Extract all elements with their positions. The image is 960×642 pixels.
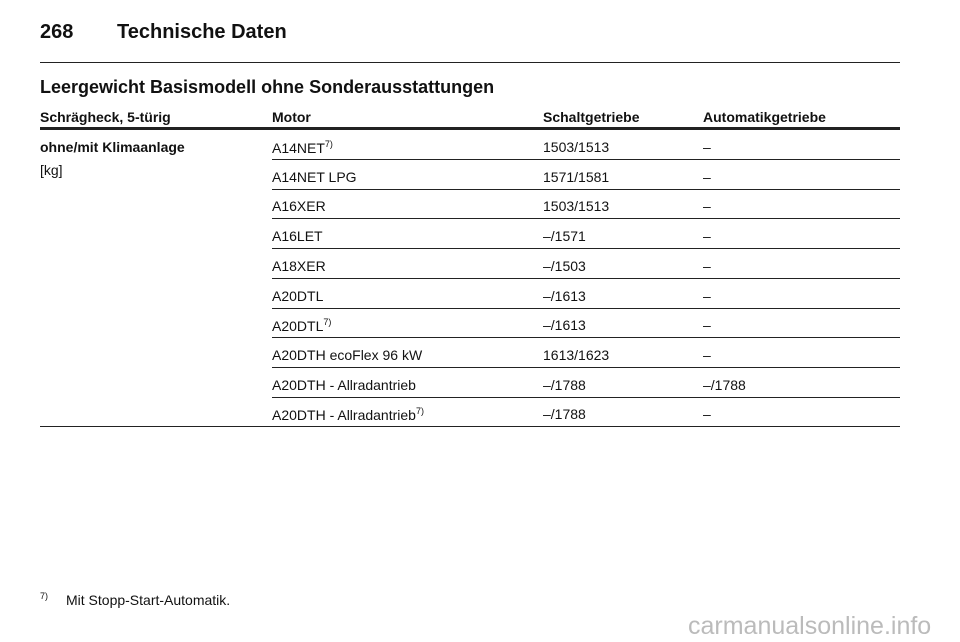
motor: A14NET LPG [272, 168, 357, 185]
motor-cell: A20DTL [272, 289, 323, 303]
column-header: Schrägheck, 5-türig [40, 109, 171, 125]
row-label: ohne/mit Klimaanlage [40, 139, 185, 155]
row-rule [272, 307, 900, 309]
row-rule [272, 159, 900, 160]
column-header: Schaltgetriebe [543, 109, 640, 125]
row-rule [272, 366, 900, 368]
motor: A16XER [272, 198, 326, 215]
motor: A18XER [272, 257, 326, 274]
column-header: Motor [272, 109, 311, 125]
motor: A20DTH - Allradantrieb [272, 407, 416, 424]
motor-cell: A14NET7) [272, 139, 333, 156]
manual-weight: –/1613 [543, 317, 586, 334]
rule [40, 127, 900, 130]
footnote-ref: 7) [324, 139, 333, 149]
rule [40, 426, 900, 427]
manual-weight: –/1788 [543, 406, 586, 423]
motor-cell: A20DTL7) [272, 317, 332, 335]
row-rule [272, 188, 900, 190]
manual-weight: –/1788 [543, 376, 586, 393]
automatic-weight: – [703, 287, 711, 304]
motor-cell: A16LET [272, 229, 323, 243]
manual-weight: 1613/1623 [543, 346, 610, 363]
rule [40, 62, 900, 63]
motor: A14NET [272, 140, 325, 156]
watermark: carmanualsonline.info [688, 612, 932, 640]
row-label: [kg] [40, 162, 63, 178]
automatic-weight: – [703, 346, 711, 363]
motor-cell: A16XER [272, 199, 326, 213]
column-header: Automatikgetriebe [703, 109, 826, 125]
row-rule [272, 396, 900, 398]
manual-weight: 1503/1513 [543, 139, 610, 155]
automatic-weight: – [703, 317, 711, 334]
motor-cell: A18XER [272, 259, 326, 273]
automatic-weight: – [703, 139, 711, 155]
motor-cell: A20DTH - Allradantrieb7) [272, 406, 424, 424]
manual-weight: 1503/1513 [543, 198, 610, 215]
motor: A20DTL [272, 287, 324, 304]
row-rule [272, 248, 900, 250]
automatic-weight: – [703, 228, 711, 245]
page-number: 268 [40, 21, 74, 43]
row-rule [272, 218, 900, 220]
footnote-ref: 7) [415, 406, 424, 417]
footnote-ref: 7) [323, 317, 332, 328]
motor: A20DTH - Allradantrieb [272, 376, 416, 393]
footnote-text: Mit Stopp-Start-Automatik. [66, 592, 231, 608]
automatic-weight: – [703, 257, 711, 274]
manual-weight: 1571/1581 [543, 168, 610, 185]
manual-weight: –/1503 [543, 257, 586, 274]
manual-weight: –/1571 [543, 228, 586, 245]
row-rule [272, 277, 900, 279]
automatic-weight: – [703, 406, 711, 423]
automatic-weight: –/1788 [703, 376, 746, 393]
manual-weight: –/1613 [543, 287, 586, 304]
footnote-mark: 7) [40, 591, 49, 601]
automatic-weight: – [703, 168, 711, 185]
motor: A20DTH ecoFlex 96 kW [272, 346, 423, 363]
motor: A20DTL [272, 318, 324, 335]
motor-cell: A14NET LPG [272, 170, 357, 184]
section-title: Leergewicht Basismodell ohne Sonderausst… [40, 77, 495, 97]
row-rule [272, 337, 900, 339]
motor-cell: A20DTH - Allradantrieb [272, 378, 416, 392]
motor: A16LET [272, 228, 323, 245]
page-title: Technische Daten [117, 21, 287, 43]
automatic-weight: – [703, 198, 711, 215]
motor-cell: A20DTH ecoFlex 96 kW [272, 348, 422, 362]
